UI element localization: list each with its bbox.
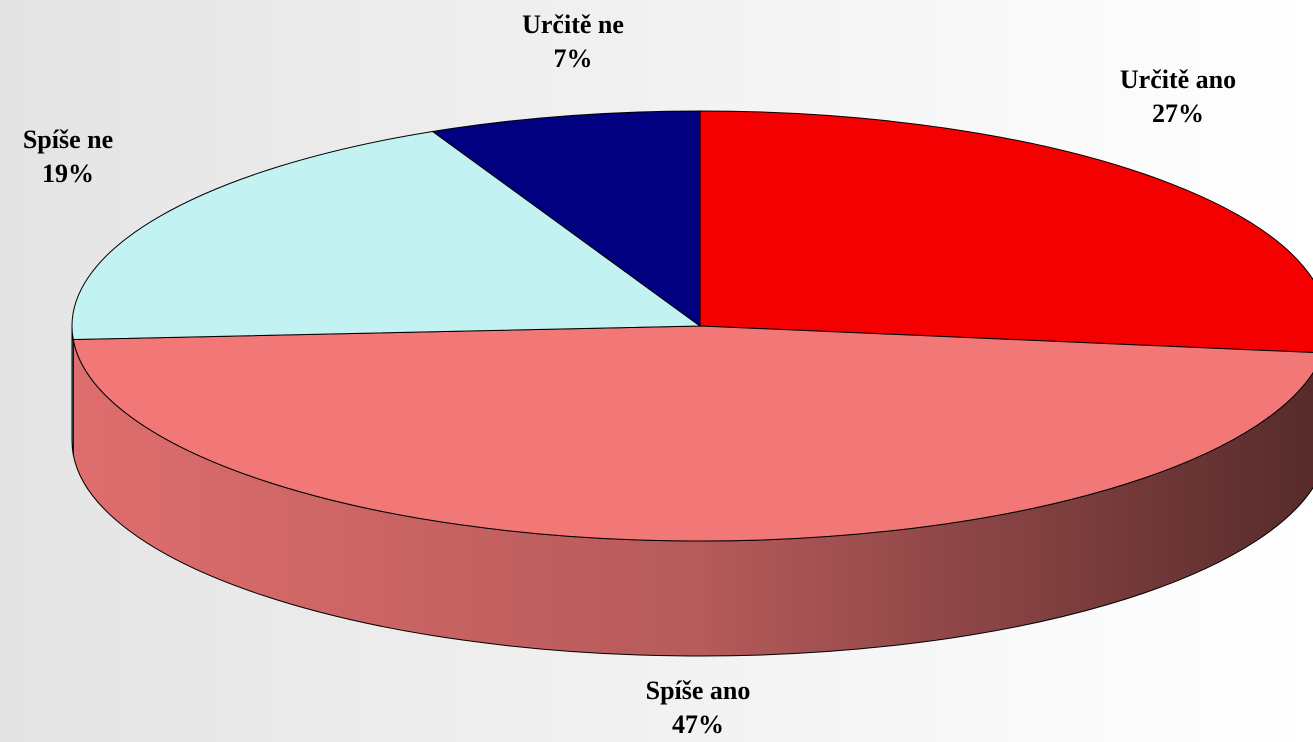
slice-label: Určitě ano xyxy=(1120,65,1236,94)
slice-value-label: 7% xyxy=(554,44,593,73)
pie-slice xyxy=(72,325,1313,542)
slice-label: Určitě ne xyxy=(522,10,624,39)
pie-side xyxy=(71,325,74,455)
pie-slice xyxy=(431,110,701,327)
slice-value-label: 19% xyxy=(42,159,94,188)
pie-slice xyxy=(699,110,1313,354)
slice-value-label: 27% xyxy=(1152,99,1204,128)
slice-value-label: 47% xyxy=(672,710,724,739)
pie-slice xyxy=(71,130,702,341)
slice-label: Spíše ano xyxy=(646,676,751,705)
slice-label: Spíše ne xyxy=(23,125,113,154)
